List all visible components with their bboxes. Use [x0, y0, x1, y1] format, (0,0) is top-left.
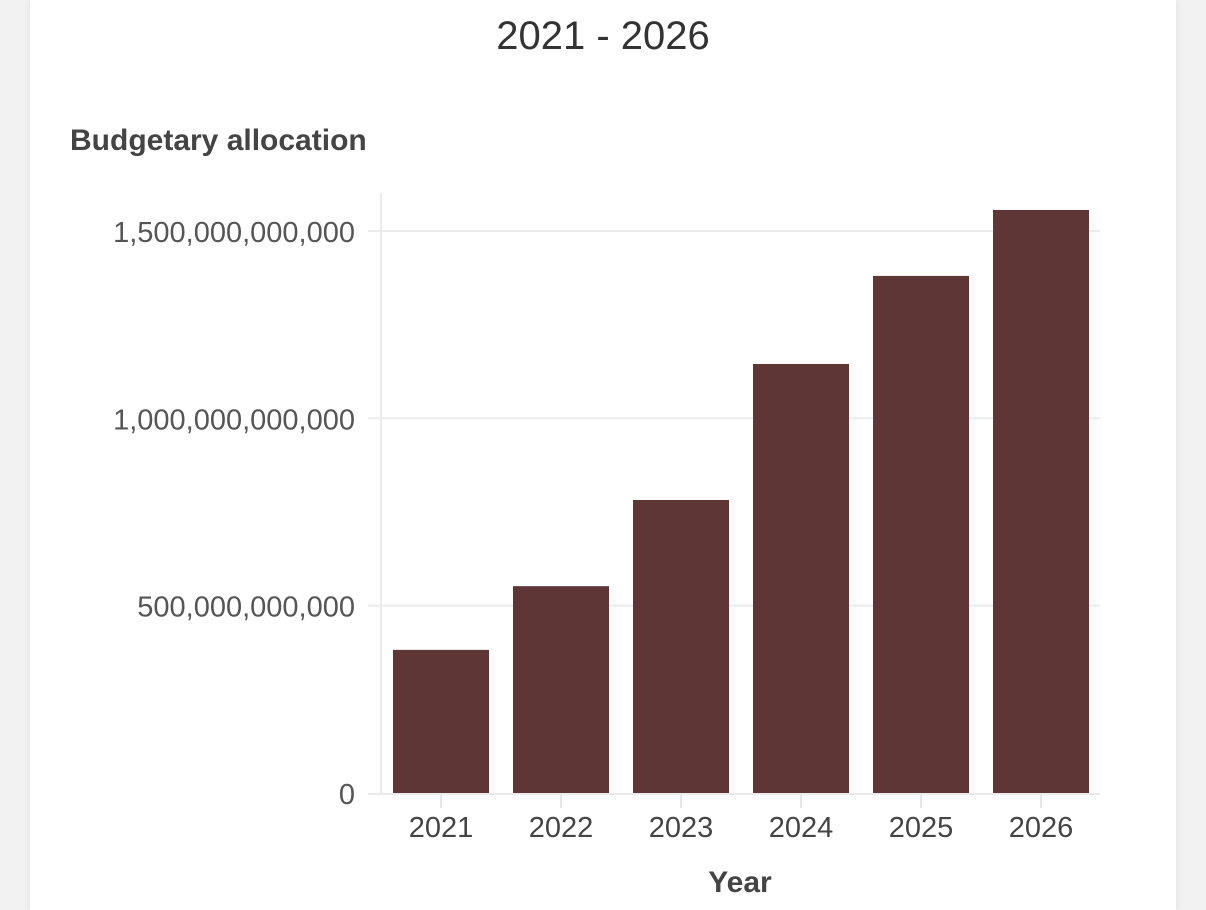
x-axis-label: Year — [708, 866, 772, 899]
y-tick-label: 1,500,000,000,000 — [113, 217, 355, 249]
y-axis-label: Budgetary allocation — [70, 124, 367, 157]
y-tick-label: 500,000,000,000 — [137, 592, 355, 624]
x-tick-label: 2022 — [529, 812, 594, 844]
y-tick-label: 1,000,000,000,000 — [113, 404, 355, 436]
y-tick-label: 0 — [339, 779, 355, 811]
x-tick-label: 2021 — [409, 812, 474, 844]
bar-2025 — [873, 275, 969, 793]
bar-2021 — [393, 649, 489, 793]
x-tick-label: 2024 — [769, 812, 834, 844]
bar-2023 — [633, 499, 729, 793]
x-tick-label: 2023 — [649, 812, 714, 844]
x-tick-label: 2026 — [1009, 812, 1074, 844]
bar-2022 — [513, 586, 609, 793]
bar-2026 — [993, 209, 1089, 793]
chart-title: 2021 - 2026 — [496, 14, 710, 58]
bar-2024 — [753, 363, 849, 793]
x-tick-label: 2025 — [889, 812, 954, 844]
